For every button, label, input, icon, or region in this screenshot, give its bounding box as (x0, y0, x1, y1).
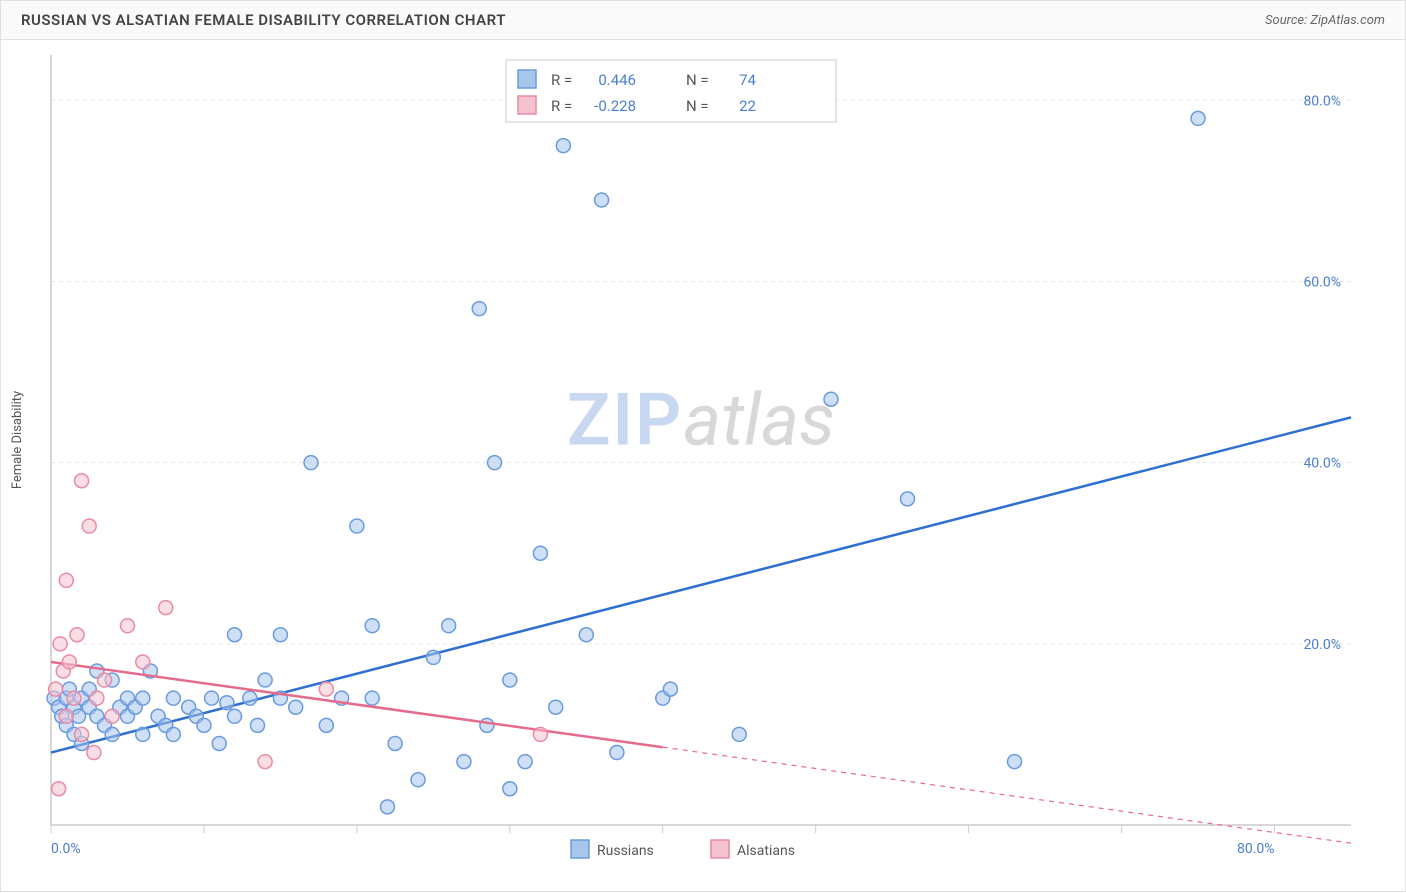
data-point (556, 139, 570, 153)
data-point (228, 709, 242, 723)
data-point (136, 691, 150, 705)
data-point (824, 392, 838, 406)
data-point (365, 691, 379, 705)
data-point (98, 673, 112, 687)
data-point (595, 193, 609, 207)
data-point (258, 755, 272, 769)
bottom-legend-swatch (571, 840, 589, 858)
y-tick-label: 40.0% (1303, 456, 1341, 472)
data-point (159, 601, 173, 615)
data-point (388, 736, 402, 750)
data-point (49, 682, 63, 696)
legend-n-value: 74 (739, 71, 756, 89)
data-point (273, 628, 287, 642)
legend-swatch (518, 70, 536, 88)
data-point (411, 773, 425, 787)
legend-n-value: 22 (739, 97, 756, 115)
data-point (289, 700, 303, 714)
data-point (250, 718, 264, 732)
chart-title: RUSSIAN VS ALSATIAN FEMALE DISABILITY CO… (21, 11, 506, 29)
legend-n-label: N = (686, 97, 709, 115)
data-point (304, 456, 318, 470)
data-point (53, 637, 67, 651)
data-point (319, 682, 333, 696)
data-point (442, 619, 456, 633)
data-point (365, 619, 379, 633)
data-point (82, 519, 96, 533)
data-point (67, 691, 81, 705)
chart-area: 20.0% 40.0% 60.0% 80.0% ZIPatlas 0.0% 80.0% Fem… (1, 43, 1405, 891)
data-point (136, 655, 150, 669)
legend-r-value: 0.446 (598, 71, 636, 89)
legend-n-label: N = (686, 71, 709, 89)
legend-swatch (518, 96, 536, 114)
data-point (220, 696, 234, 710)
data-point (533, 727, 547, 741)
data-point (105, 709, 119, 723)
y-axis-label: Female Disability (10, 391, 25, 489)
data-point (503, 673, 517, 687)
data-point (105, 727, 119, 741)
data-point (75, 474, 89, 488)
y-tick-label: 20.0% (1303, 637, 1341, 653)
bottom-legend-swatch (711, 840, 729, 858)
data-point (258, 673, 272, 687)
data-point (457, 755, 471, 769)
legend-r-value: -0.228 (594, 97, 636, 115)
data-point (610, 746, 624, 760)
data-point (1008, 755, 1022, 769)
chart-source: Source: ZipAtlas.com (1265, 13, 1385, 28)
data-point (70, 628, 84, 642)
chart-header: RUSSIAN VS ALSATIAN FEMALE DISABILITY CO… (1, 1, 1405, 40)
data-point (472, 302, 486, 316)
data-point (663, 682, 677, 696)
data-point (212, 736, 226, 750)
data-point (518, 755, 532, 769)
data-point (380, 800, 394, 814)
data-point (136, 727, 150, 741)
data-point (166, 727, 180, 741)
data-point (166, 691, 180, 705)
data-point (732, 727, 746, 741)
data-point (503, 782, 517, 796)
watermark: ZIPatlas (567, 378, 835, 463)
data-point (900, 492, 914, 506)
y-tick-label: 80.0% (1303, 93, 1341, 109)
data-point (426, 650, 440, 664)
data-point (243, 691, 257, 705)
scatter-chart: 20.0% 40.0% 60.0% 80.0% ZIPatlas 0.0% 80.0% Fem… (1, 43, 1406, 893)
data-point (480, 718, 494, 732)
bottom-legend-label: Alsatians (737, 843, 795, 859)
data-point (197, 718, 211, 732)
legend-r-label: R = (551, 71, 572, 89)
data-point (59, 573, 73, 587)
data-point (62, 655, 76, 669)
data-point (59, 709, 73, 723)
data-point (319, 718, 333, 732)
data-point (90, 691, 104, 705)
x-tick-label: 0.0% (51, 841, 81, 857)
data-point (488, 456, 502, 470)
data-point (579, 628, 593, 642)
data-point (350, 519, 364, 533)
data-point (549, 700, 563, 714)
data-point (1191, 111, 1205, 125)
data-point (120, 619, 134, 633)
data-point (228, 628, 242, 642)
legend-r-label: R = (551, 97, 572, 115)
y-tick-label: 60.0% (1303, 274, 1341, 290)
data-point (533, 546, 547, 560)
data-point (87, 746, 101, 760)
bottom-legend-label: Russians (597, 843, 654, 859)
x-tick-label: 80.0% (1237, 841, 1275, 857)
data-point (205, 691, 219, 705)
data-point (75, 727, 89, 741)
data-point (52, 782, 66, 796)
